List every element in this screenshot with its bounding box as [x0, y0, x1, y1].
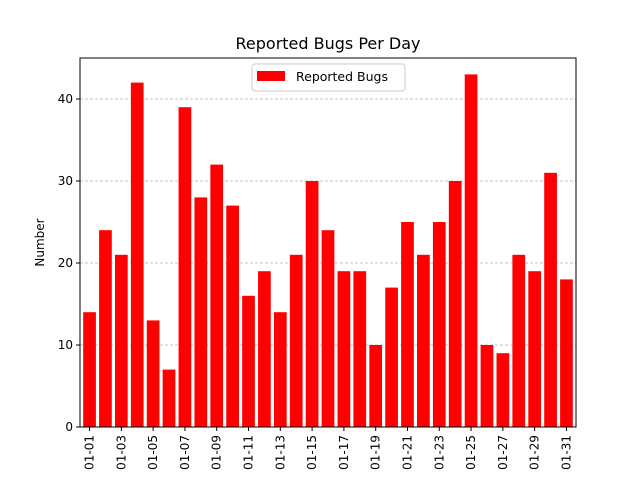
legend-swatch [257, 71, 285, 81]
x-axis: 01-01 01-03 01-05 01-07 01-09 01-11 01-13 01-15… [83, 427, 573, 470]
bar-01-26 [480, 345, 494, 427]
x-tick-label-01-25: 01-25 [464, 435, 478, 470]
y-axis: 0 10 20 30 40 [58, 92, 80, 434]
legend-entry-reported-bugs: Reported Bugs [296, 69, 388, 84]
bar-01-03 [114, 254, 128, 427]
bar-01-04 [130, 82, 144, 427]
bar-01-20 [385, 287, 398, 427]
bar-01-07 [178, 107, 192, 427]
y-tick-label-40: 40 [58, 92, 73, 106]
bar-01-29 [528, 271, 542, 427]
bar-01-17 [337, 271, 351, 427]
bar-01-31 [560, 279, 573, 427]
x-tick-label-01-21: 01-21 [400, 435, 414, 470]
x-tick-label-01-03: 01-03 [114, 435, 128, 470]
bar-01-30 [544, 172, 557, 427]
legend: Reported Bugs [251, 63, 406, 92]
x-tick-label-01-15: 01-15 [305, 435, 319, 470]
bar-01-05 [146, 320, 160, 427]
x-tick-label-01-29: 01-29 [528, 435, 542, 470]
bar-01-23 [432, 222, 446, 427]
x-tick-label-01-07: 01-07 [178, 435, 192, 470]
y-tick-label-10: 10 [58, 338, 73, 352]
bar-01-21 [401, 222, 414, 427]
bar-01-10 [226, 205, 239, 427]
plot-frame [79, 57, 577, 428]
bar-01-01 [83, 312, 96, 427]
bar-01-13 [273, 312, 287, 427]
bar-01-09 [210, 164, 224, 427]
bar-01-24 [448, 181, 462, 427]
x-tick-label-01-01: 01-01 [83, 435, 97, 470]
bar-01-02 [99, 230, 112, 427]
bar-01-08 [194, 197, 208, 427]
bar-01-16 [321, 230, 335, 427]
y-tick-label-0: 0 [65, 420, 73, 434]
bar-01-12 [258, 271, 271, 427]
bar-01-22 [417, 254, 430, 427]
bar-01-11 [242, 295, 255, 427]
x-tick-label-01-19: 01-19 [369, 435, 383, 470]
x-tick-label-01-17: 01-17 [337, 435, 351, 470]
bar-01-25 [464, 74, 478, 428]
bar-01-15 [305, 181, 319, 427]
bars [83, 74, 573, 428]
y-axis-label: Number [33, 218, 47, 266]
bar-01-14 [289, 254, 303, 427]
x-tick-label-01-13: 01-13 [273, 435, 287, 470]
bar-01-18 [353, 271, 367, 427]
bar-01-19 [369, 345, 383, 427]
x-tick-label-01-09: 01-09 [210, 435, 224, 470]
bar-01-28 [512, 254, 526, 427]
x-tick-label-01-27: 01-27 [496, 435, 510, 470]
bar-01-06 [162, 369, 176, 427]
x-tick-label-01-23: 01-23 [432, 435, 446, 470]
legend-frame [251, 63, 406, 92]
bar-01-27 [496, 353, 510, 427]
y-tick-label-30: 30 [58, 174, 73, 188]
chart-title: Reported Bugs Per Day [236, 34, 421, 53]
x-tick-label-01-05: 01-05 [146, 435, 160, 470]
x-tick-label-01-31: 01-31 [559, 435, 573, 470]
y-tick-label-20: 20 [58, 256, 73, 270]
x-tick-label-01-11: 01-11 [242, 435, 256, 470]
